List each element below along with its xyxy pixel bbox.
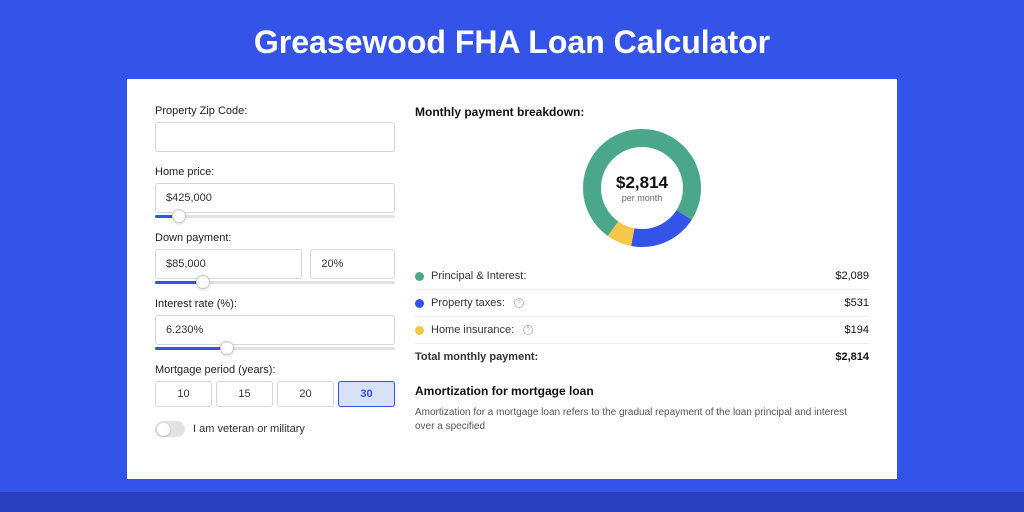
donut-center: $2,814 per month — [583, 129, 701, 247]
period-btn-30[interactable]: 30 — [338, 381, 395, 407]
donut-sublabel: per month — [622, 193, 663, 203]
results-column: Monthly payment breakdown: $2,814 per mo… — [415, 105, 869, 479]
legend-label: Property taxes: — [431, 297, 505, 309]
inputs-column: Property Zip Code: Home price: Down paym… — [155, 105, 395, 479]
home-price-field-group: Home price: — [155, 166, 395, 218]
interest-rate-label: Interest rate (%): — [155, 298, 395, 310]
page-title: Greasewood FHA Loan Calculator — [0, 0, 1024, 79]
slider-thumb[interactable] — [172, 209, 186, 223]
legend-row-tax: Property taxes: ? $531 — [415, 289, 869, 316]
period-btn-15[interactable]: 15 — [216, 381, 273, 407]
info-icon[interactable]: ? — [523, 325, 533, 335]
period-btn-20[interactable]: 20 — [277, 381, 334, 407]
interest-rate-slider[interactable] — [155, 347, 395, 350]
legend-value: $531 — [845, 297, 869, 309]
period-field-group: Mortgage period (years): 10152030 — [155, 364, 395, 407]
legend: Principal & Interest: $2,089 Property ta… — [415, 263, 869, 370]
interest-rate-field-group: Interest rate (%): — [155, 298, 395, 350]
period-btn-10[interactable]: 10 — [155, 381, 212, 407]
slider-thumb[interactable] — [220, 341, 234, 355]
slider-thumb[interactable] — [196, 275, 210, 289]
home-price-slider[interactable] — [155, 215, 395, 218]
legend-dot — [415, 299, 424, 308]
info-icon[interactable]: ? — [514, 298, 524, 308]
toggle-knob — [157, 423, 170, 436]
down-payment-field-group: Down payment: — [155, 232, 395, 284]
down-payment-input[interactable] — [155, 249, 302, 279]
veteran-row: I am veteran or military — [155, 421, 395, 437]
home-price-input[interactable] — [155, 183, 395, 213]
legend-dot — [415, 326, 424, 335]
legend-row-pi: Principal & Interest: $2,089 — [415, 263, 869, 289]
legend-row-total: Total monthly payment: $2,814 — [415, 343, 869, 370]
home-price-label: Home price: — [155, 166, 395, 178]
donut-amount: $2,814 — [616, 173, 668, 193]
bottom-accent-bar — [0, 492, 1024, 512]
legend-label: Total monthly payment: — [415, 351, 538, 363]
amortization-text: Amortization for a mortgage loan refers … — [415, 406, 869, 434]
down-payment-label: Down payment: — [155, 232, 395, 244]
zip-input[interactable] — [155, 122, 395, 152]
amortization-title: Amortization for mortgage loan — [415, 384, 869, 398]
down-payment-slider[interactable] — [155, 281, 395, 284]
legend-label: Principal & Interest: — [431, 270, 526, 282]
donut-chart: $2,814 per month — [583, 129, 701, 247]
veteran-toggle[interactable] — [155, 421, 185, 437]
veteran-label: I am veteran or military — [193, 423, 305, 435]
breakdown-title: Monthly payment breakdown: — [415, 105, 869, 119]
period-label: Mortgage period (years): — [155, 364, 395, 376]
down-payment-percent-input[interactable] — [310, 249, 395, 279]
legend-value: $2,814 — [835, 351, 869, 363]
legend-value: $2,089 — [835, 270, 869, 282]
donut-chart-wrap: $2,814 per month — [415, 129, 869, 247]
zip-label: Property Zip Code: — [155, 105, 395, 117]
interest-rate-input[interactable] — [155, 315, 395, 345]
zip-field-group: Property Zip Code: — [155, 105, 395, 152]
legend-row-ins: Home insurance: ? $194 — [415, 316, 869, 343]
calculator-panel: Property Zip Code: Home price: Down paym… — [127, 79, 897, 479]
legend-label: Home insurance: — [431, 324, 514, 336]
legend-dot — [415, 272, 424, 281]
legend-value: $194 — [845, 324, 869, 336]
